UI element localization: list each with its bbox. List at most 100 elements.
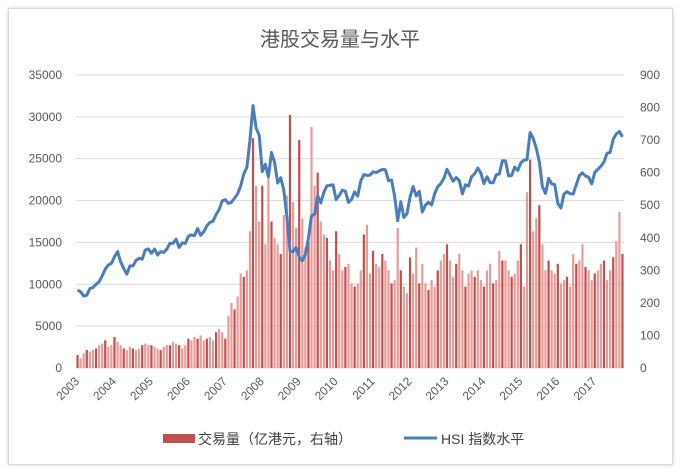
- volume-bar: [421, 263, 424, 368]
- volume-bar: [350, 283, 353, 368]
- volume-bar: [452, 276, 455, 368]
- volume-bar: [88, 351, 91, 368]
- volume-bar: [291, 201, 295, 368]
- volume-bar: [239, 273, 242, 368]
- volume-bar: [282, 214, 285, 368]
- volume-bar: [510, 276, 513, 368]
- volume-bar: [445, 244, 449, 368]
- volume-bar: [279, 254, 282, 368]
- volume-bar: [138, 348, 141, 368]
- volume-bar: [199, 335, 202, 368]
- volume-bar: [448, 260, 452, 368]
- volume-bar: [128, 346, 131, 368]
- volume-bar: [310, 127, 313, 368]
- volume-bar: [581, 244, 584, 368]
- volume-bar: [245, 270, 248, 368]
- legend-swatch-volume: [163, 434, 195, 443]
- volume-bar: [236, 296, 239, 368]
- x-tick-label: 2008: [238, 374, 267, 403]
- right-tick-label: 400: [640, 231, 660, 245]
- volume-bar: [122, 348, 125, 368]
- volume-bar: [532, 231, 535, 368]
- right-tick-label: 700: [640, 133, 660, 147]
- volume-bar: [131, 348, 135, 368]
- volume-bar: [559, 283, 562, 368]
- volume-bar: [304, 247, 307, 368]
- volume-bar: [153, 346, 156, 368]
- x-tick-label: 2013: [423, 374, 452, 403]
- volume-bar: [485, 270, 489, 368]
- volume-bar: [267, 172, 270, 368]
- volume-bar: [442, 254, 445, 368]
- x-tick-label: 2005: [127, 374, 156, 403]
- volume-bar: [488, 263, 492, 368]
- volume-bar: [569, 286, 572, 368]
- volume-bar: [107, 346, 110, 368]
- volume-bar: [187, 338, 190, 368]
- volume-bar: [458, 254, 461, 368]
- volume-bar: [365, 224, 369, 368]
- volume-bar: [224, 338, 227, 368]
- volume-bar: [119, 345, 122, 368]
- legend: 交易量（亿港元，右轴） HSI 指数水平: [163, 431, 524, 447]
- volume-bar: [516, 260, 519, 368]
- volume-bar: [251, 138, 255, 368]
- volume-bar: [144, 343, 147, 368]
- volume-bar: [522, 286, 526, 368]
- volume-bar: [479, 280, 482, 368]
- volume-bar: [408, 257, 412, 368]
- volume-bar: [202, 340, 205, 368]
- volume-bar: [381, 254, 384, 368]
- volume-bar: [233, 309, 236, 368]
- volume-bar: [178, 345, 181, 368]
- volume-bar: [433, 286, 436, 368]
- x-tick-label: 2012: [386, 374, 415, 403]
- volume-bar: [605, 280, 609, 368]
- volume-bar: [362, 234, 365, 368]
- volume-bar: [498, 250, 501, 368]
- volume-bar: [368, 273, 372, 368]
- volume-bar: [415, 247, 418, 368]
- volume-bar: [556, 263, 559, 368]
- volume-bar: [402, 286, 405, 368]
- right-tick-label: 600: [640, 166, 660, 180]
- volume-bar: [193, 337, 196, 368]
- volume-bar: [162, 346, 165, 368]
- left-tick-label: 25000: [29, 152, 63, 166]
- volume-bar: [513, 273, 516, 368]
- volume-bar: [519, 244, 522, 368]
- volume-bar: [565, 276, 569, 368]
- volume-bar: [264, 244, 267, 368]
- volume-bar: [208, 337, 212, 368]
- left-axis: 0 5000 10000 15000 20000 25000 30000 35000: [29, 68, 63, 375]
- volume-bar: [79, 358, 82, 368]
- volume-bar: [248, 231, 252, 368]
- volume-bar: [242, 276, 245, 368]
- volume-bar: [356, 283, 359, 368]
- x-tick-label: 2004: [90, 374, 119, 403]
- right-tick-label: 300: [640, 263, 660, 277]
- volume-bar: [529, 159, 532, 368]
- volume-bar: [562, 280, 566, 368]
- volume-bar: [214, 332, 218, 368]
- volume-bar: [359, 270, 362, 368]
- volume-bar: [276, 244, 279, 368]
- volume-bar: [230, 302, 233, 368]
- volume-bar: [174, 343, 178, 368]
- volume-bar: [150, 345, 153, 368]
- volume-bar: [316, 172, 319, 368]
- volume-bar: [110, 345, 113, 368]
- right-tick-label: 500: [640, 198, 660, 212]
- volume-bar: [467, 273, 470, 368]
- volume-bar: [270, 221, 273, 368]
- volume-bar: [602, 260, 606, 368]
- volume-bar: [168, 345, 171, 368]
- volume-bar: [399, 270, 402, 368]
- volume-bar: [325, 237, 329, 368]
- volume-bar: [159, 350, 162, 368]
- volume-bar: [587, 270, 590, 368]
- x-tick-label: 2011: [350, 374, 378, 402]
- volume-bar: [501, 260, 504, 368]
- volume-bar: [335, 231, 338, 368]
- volume-bar: [338, 254, 341, 368]
